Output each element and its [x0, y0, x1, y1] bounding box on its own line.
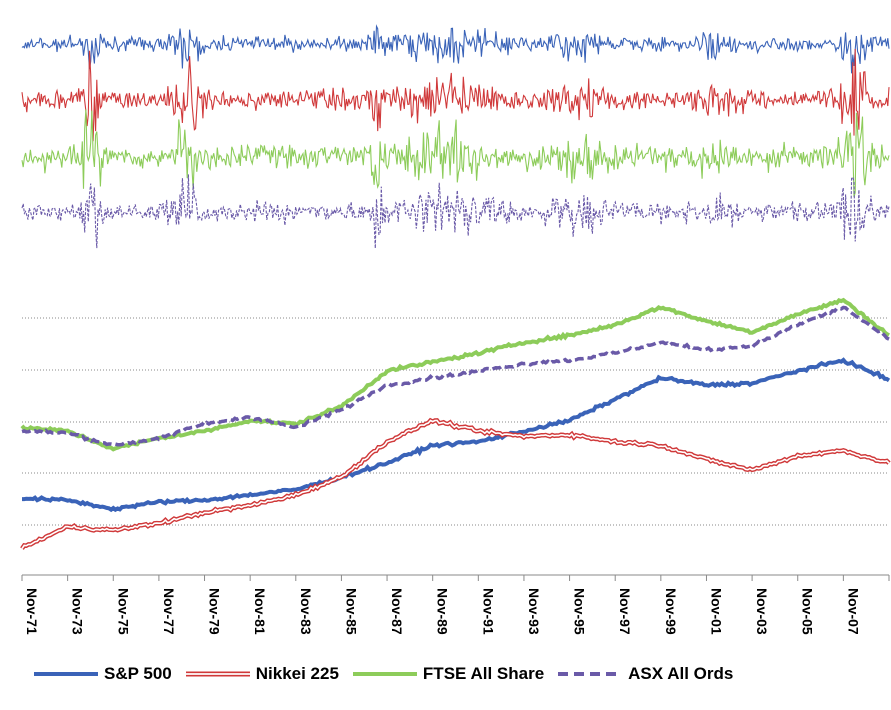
legend-item-2: FTSE All Share	[352, 664, 545, 684]
x-tick-label-10: Nov-91	[480, 588, 496, 635]
x-tick-label-1: Nov-73	[70, 588, 86, 635]
legend-swatch-2	[352, 667, 417, 681]
x-tick-label-13: Nov-97	[617, 588, 633, 635]
gridlines	[22, 317, 889, 526]
legend-swatch-3	[558, 667, 623, 681]
x-tick-label-16: Nov-03	[754, 588, 770, 635]
level-series-0	[22, 357, 891, 513]
x-tick-label-4: Nov-79	[207, 588, 223, 635]
x-tick-label-14: Nov-99	[663, 588, 679, 635]
legend-label-3: ASX All Ords	[628, 664, 734, 683]
returns-series-1	[21, 48, 890, 142]
legend-swatch-1	[185, 667, 250, 681]
legend-label-1: Nikkei 225	[255, 664, 339, 683]
x-tick-label-5: Nov-81	[252, 588, 268, 635]
x-tick-label-7: Nov-85	[343, 588, 359, 635]
x-tick-label-3: Nov-77	[161, 588, 177, 635]
legend-item-1: Nikkei 225	[185, 664, 339, 684]
levels-panel	[20, 297, 891, 550]
x-tick-label-8: Nov-87	[389, 588, 405, 635]
chart-canvas: Nov-71 Nov-73 Nov-75 Nov-77 Nov-79 Nov-81 Nov-…	[20, 24, 891, 635]
legend-item-0: S&P 500	[34, 664, 172, 684]
x-tick-label-9: Nov-89	[435, 588, 451, 635]
x-tick-label-2: Nov-75	[115, 588, 131, 635]
legend-label-0: S&P 500	[104, 664, 172, 683]
x-tick-label-15: Nov-01	[708, 588, 724, 635]
returns-series-0	[21, 24, 890, 74]
legend: S&P 500 Nikkei 225 FTSE All Share ASX All O…	[34, 664, 747, 684]
legend-swatch-0	[34, 667, 98, 681]
x-tick-label-17: Nov-05	[800, 588, 816, 635]
level-series-1-inner	[21, 419, 890, 550]
legend-item-3: ASX All Ords	[558, 664, 733, 684]
legend-label-2: FTSE All Share	[422, 664, 545, 683]
x-tick-label-0: Nov-71	[24, 588, 40, 635]
returns-panel	[21, 24, 890, 249]
x-tick-label-6: Nov-83	[298, 588, 314, 635]
returns-series-3	[21, 174, 890, 249]
returns-series-2	[21, 109, 890, 198]
level-series-3	[21, 305, 890, 447]
x-tick-label-12: Nov-95	[572, 588, 588, 635]
x-tick-label-11: Nov-93	[526, 588, 542, 635]
x-tick-label-18: Nov-07	[845, 588, 861, 635]
x-axis: Nov-71 Nov-73 Nov-75 Nov-77 Nov-79 Nov-81 Nov-…	[21, 574, 890, 635]
